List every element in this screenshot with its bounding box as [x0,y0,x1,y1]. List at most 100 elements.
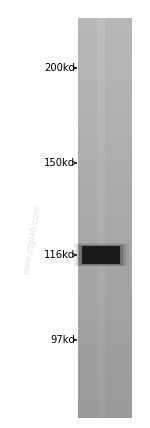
Bar [97,270,105,272]
Text: 97kd: 97kd [50,335,75,345]
Bar [97,156,105,158]
Bar [97,278,105,280]
Bar [78,48,132,50]
Bar [78,172,132,174]
Bar [78,336,132,338]
Bar [78,168,132,170]
Bar [78,114,132,116]
Bar [97,358,105,360]
Bar [97,274,105,276]
Bar [78,366,132,368]
Bar [78,52,132,54]
Bar [97,402,105,404]
Bar [78,280,132,282]
Bar [97,18,105,20]
Bar [97,184,105,186]
Bar [78,26,132,28]
Bar [97,298,105,300]
Bar [78,248,132,250]
Bar [78,28,132,30]
Bar [78,160,132,162]
Bar [97,22,105,24]
Bar [97,336,105,338]
Bar [78,72,132,74]
Bar [97,254,105,256]
Bar [97,40,105,42]
Bar [97,118,105,120]
Bar [78,354,132,356]
Bar [97,72,105,74]
Bar [97,332,105,334]
Bar [78,22,132,24]
Bar [78,344,132,346]
Bar [78,66,132,68]
Bar [97,58,105,60]
Bar [78,352,132,354]
Bar [78,194,132,196]
Bar [78,382,132,384]
Bar [78,142,132,144]
Bar [97,220,105,222]
Bar [78,300,132,302]
Bar [97,406,105,408]
Bar [78,118,132,120]
Bar [78,214,132,216]
Bar [97,260,105,262]
Bar [78,404,132,406]
Text: 150kd: 150kd [44,158,75,168]
Bar [78,252,132,254]
Bar [97,104,105,106]
Bar [97,388,105,390]
Bar [97,144,105,146]
Bar [97,330,105,332]
Bar [97,54,105,56]
Bar [97,372,105,374]
Bar [97,382,105,384]
Bar [97,302,105,304]
Bar [97,364,105,366]
Bar [78,364,132,366]
Bar [78,132,132,134]
Bar [97,288,105,290]
Bar [97,248,105,250]
Bar [78,268,132,270]
Bar [78,116,132,118]
Bar [78,348,132,350]
Bar [78,308,132,310]
Bar [97,262,105,264]
Bar [78,42,132,44]
Bar [97,390,105,392]
Bar [97,232,105,234]
Bar [97,326,105,328]
Bar [97,176,105,178]
Bar [97,170,105,172]
Bar [78,176,132,178]
Bar [78,24,132,26]
Bar [97,70,105,72]
Bar [97,322,105,324]
Bar [97,410,105,412]
Bar [97,346,105,348]
Bar [78,234,132,236]
Bar [97,162,105,164]
Bar [78,414,132,416]
Bar [97,250,105,252]
Bar [97,66,105,68]
Bar [97,292,105,294]
Bar [78,396,132,398]
Bar [78,256,132,258]
Bar [78,412,132,414]
Bar [76,244,126,266]
Bar [78,200,132,202]
Bar [97,38,105,40]
Bar [78,128,132,130]
Bar [78,274,132,276]
Bar [78,288,132,290]
Bar [78,82,132,84]
Bar [78,408,132,410]
Bar [97,246,105,248]
Text: 116kd: 116kd [44,250,75,260]
Bar [97,340,105,342]
Bar [97,20,105,22]
Bar [78,150,132,152]
